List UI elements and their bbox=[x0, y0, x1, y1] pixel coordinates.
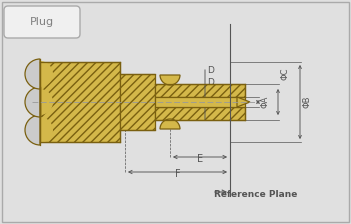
Bar bbox=[40, 62, 120, 142]
Wedge shape bbox=[25, 87, 40, 117]
Bar bbox=[155, 107, 245, 120]
Bar bbox=[155, 84, 245, 97]
Wedge shape bbox=[25, 115, 40, 145]
Text: D: D bbox=[207, 78, 214, 86]
Bar bbox=[40, 62, 120, 142]
Text: F: F bbox=[175, 169, 180, 179]
Polygon shape bbox=[237, 97, 250, 107]
Bar bbox=[155, 97, 245, 107]
Bar bbox=[155, 84, 245, 97]
Wedge shape bbox=[25, 59, 40, 89]
Bar bbox=[120, 74, 155, 130]
Text: Plug: Plug bbox=[30, 17, 54, 27]
Text: D: D bbox=[207, 65, 214, 75]
Text: ΦA: ΦA bbox=[260, 96, 269, 108]
Text: ΦB: ΦB bbox=[302, 96, 311, 108]
Wedge shape bbox=[40, 89, 53, 115]
Text: Reference Plane: Reference Plane bbox=[214, 190, 297, 198]
Wedge shape bbox=[160, 119, 180, 129]
Wedge shape bbox=[160, 75, 180, 85]
Bar bbox=[120, 74, 155, 130]
Bar bbox=[155, 107, 245, 120]
Wedge shape bbox=[40, 61, 53, 87]
Wedge shape bbox=[40, 117, 53, 143]
Text: ΦC: ΦC bbox=[280, 68, 289, 80]
Text: E: E bbox=[197, 154, 203, 164]
FancyBboxPatch shape bbox=[4, 6, 80, 38]
